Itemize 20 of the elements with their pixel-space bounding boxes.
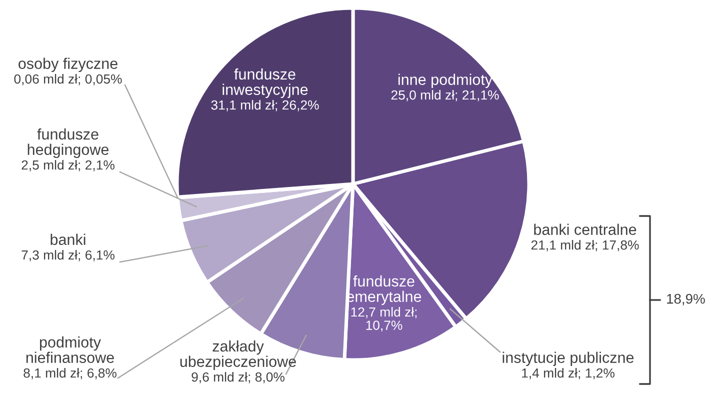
data-label: 21,1 mld zł; 17,8% (531, 240, 639, 252)
data-label: 9,6 mld zł; 8,0% (192, 372, 284, 384)
slice-label: banki (50, 234, 86, 245)
slice-label: fundusze hedgingowe (28, 128, 109, 158)
slice-label: instytucje publiczne (502, 352, 634, 366)
data-label: 7,3 mld zł; 6,1% (22, 250, 114, 262)
slice-label: podmioty niefinansowe (26, 336, 114, 363)
data-label: 0,06 mld zł; 0,05% (14, 74, 122, 86)
slice-label: inne podmioty (398, 74, 493, 88)
data-label: 12,7 mld zł; 10,7% (351, 307, 417, 332)
text: 18,9% (667, 294, 705, 306)
slice-label: osoby fizyczne (18, 58, 118, 72)
data-label: 8,1 mld zł; 6,8% (24, 368, 116, 380)
slice-label: zakłady ubezpieczeniowe (180, 340, 296, 370)
data-label: 31,1 mld zł; 26,2% (211, 100, 319, 112)
slice-label: banki centralne (534, 224, 636, 235)
data-label: 25,0 mld zł; 21,1% (391, 90, 499, 102)
data-label: 2,5 mld zł; 2,1% (22, 160, 114, 172)
slice-label: fundusze inwestycyjne (222, 68, 308, 98)
data-label: 1,4 mld zł; 1,2% (522, 368, 614, 380)
